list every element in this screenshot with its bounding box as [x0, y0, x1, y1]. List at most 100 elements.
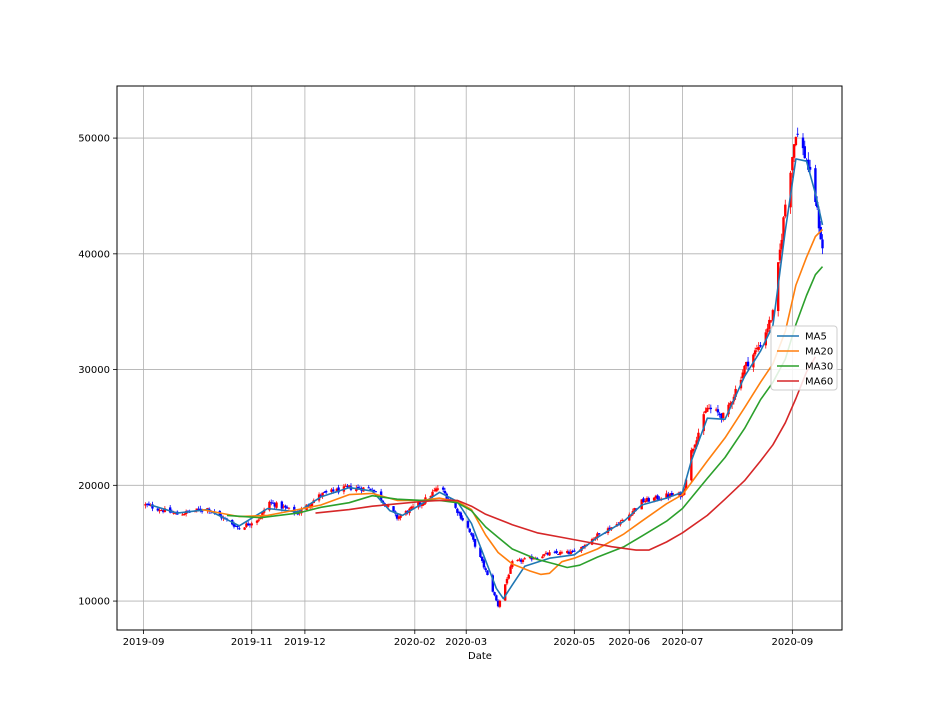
candle-body [275, 502, 278, 508]
y-tick-label: 10000 [78, 597, 110, 608]
candle-body [344, 485, 347, 487]
candle-body [337, 487, 340, 493]
candle-body [620, 519, 624, 521]
candle-body [433, 490, 436, 492]
candle-body [642, 498, 645, 503]
x-tick-label: 2020-02 [394, 637, 436, 648]
candle-body [608, 527, 611, 530]
candle-body [704, 410, 707, 414]
candle-body [581, 546, 585, 548]
line-ma60 [315, 356, 817, 551]
candle-body [323, 491, 326, 493]
candle-body [569, 551, 572, 554]
line-ma30 [226, 266, 824, 569]
candle-body [454, 502, 457, 508]
candle-body [495, 595, 498, 601]
candle-body [709, 407, 713, 410]
candle-body [484, 568, 487, 571]
candle-body [399, 515, 402, 518]
candle-body [633, 508, 636, 512]
candle-body [387, 505, 390, 507]
x-tick-label: 2020-07 [662, 637, 704, 648]
candle-body [498, 600, 502, 607]
candle-body [656, 495, 659, 500]
candle-body [548, 552, 551, 556]
candle-body [482, 560, 486, 568]
moving-average-lines [150, 158, 824, 600]
candle-body [372, 489, 376, 491]
candle-body [654, 495, 658, 499]
x-tick-label: 2020-06 [608, 637, 650, 648]
candle-body [158, 510, 161, 512]
candle-body [431, 491, 434, 497]
candle-body [473, 539, 477, 547]
candle-body [486, 570, 489, 576]
candle-body [557, 553, 560, 555]
candle-body [819, 226, 822, 240]
candle-body [330, 489, 333, 492]
candle-body [558, 551, 562, 555]
candle-body [161, 510, 165, 512]
candlesticks [144, 127, 824, 609]
candle-body [814, 168, 817, 203]
candle-body [232, 524, 236, 527]
candle-body [722, 412, 725, 419]
candle-body [270, 502, 273, 504]
candle-body [246, 523, 250, 526]
candle-body [769, 320, 773, 322]
candle-body [596, 533, 599, 538]
candle-body [324, 490, 328, 493]
candle-body [434, 488, 438, 492]
candle-body [645, 497, 649, 502]
candle-body [817, 209, 821, 229]
candle-body [457, 511, 461, 514]
candle-body [422, 502, 425, 506]
candle-body [771, 310, 775, 321]
line-ma5 [150, 158, 824, 600]
legend: MA5 MA20 MA30 MA60 [770, 325, 838, 391]
candle-body [147, 503, 151, 505]
candle-body [443, 490, 447, 494]
candle-body [250, 523, 253, 526]
candle-body [706, 407, 709, 412]
candle-body [287, 507, 291, 509]
candle-body [441, 487, 445, 490]
candle-body [257, 519, 261, 521]
y-axis-ticks: 10000 20000 30000 40000 50000 [78, 134, 117, 608]
candle-body [144, 504, 147, 506]
candle-body [707, 408, 711, 410]
candle-body [791, 157, 794, 171]
candle-body [546, 553, 549, 555]
candle-body [535, 557, 539, 559]
candle-body [466, 521, 470, 528]
candle-body [741, 372, 744, 379]
candle-body [309, 505, 312, 507]
y-tick-label: 50000 [78, 134, 110, 145]
candle-body [234, 525, 237, 527]
legend-label-ma5: MA5 [805, 332, 827, 343]
candle-body [355, 488, 358, 492]
candle-body [697, 432, 700, 442]
candle-body [472, 534, 475, 540]
candle-body [807, 159, 810, 170]
candle-body [156, 508, 159, 511]
candle-body [504, 584, 507, 601]
candle-body [321, 492, 324, 496]
candle-body [679, 491, 682, 498]
candle-body [367, 487, 370, 489]
candle-body [410, 506, 413, 509]
candle-body [718, 413, 721, 415]
candle-body [768, 319, 771, 329]
candle-body [271, 502, 275, 504]
candle-body [181, 514, 184, 516]
candle-body [566, 551, 569, 553]
legend-box [770, 325, 838, 391]
candle-body [555, 550, 558, 554]
candle-body [759, 345, 762, 347]
y-tick-label: 20000 [78, 481, 110, 492]
candle-body [238, 528, 241, 530]
candle-body [509, 566, 512, 574]
candle-body [753, 350, 757, 355]
candle-body [456, 508, 459, 513]
candle-body [310, 503, 314, 507]
